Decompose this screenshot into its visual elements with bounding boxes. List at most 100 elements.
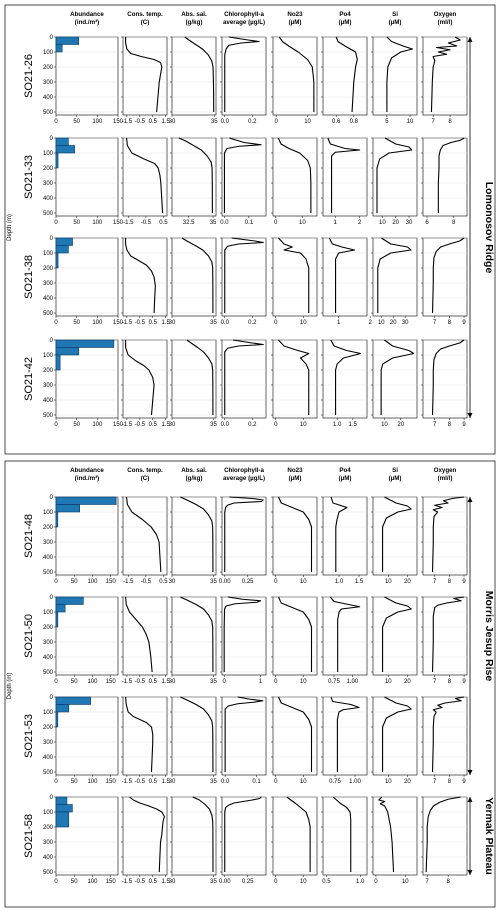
- x-tick-label: 35: [211, 119, 218, 125]
- profile-line-chl: [224, 339, 264, 415]
- subplot-frame: [422, 696, 468, 776]
- subplot-si: 10 20: [371, 496, 418, 585]
- subplot-frame: [55, 696, 119, 776]
- profile-line-no23: [286, 796, 311, 872]
- subplot-frame: [372, 339, 418, 419]
- x-tick-label: 2: [368, 320, 372, 326]
- column-title-sal: Abs. sal.: [181, 467, 207, 474]
- region-arrow-head-bottom: [467, 870, 473, 875]
- column-unit-temp: (C): [141, 475, 150, 482]
- subplot-po4: 0.5 1.0: [321, 796, 368, 885]
- x-tick-label: 1.00: [346, 679, 358, 685]
- station-label: SO21-26: [23, 54, 35, 98]
- x-tick-label: 100: [92, 320, 103, 326]
- x-tick-label: -0.5: [141, 220, 152, 226]
- x-tick-label: 30: [169, 320, 176, 326]
- profile-line-po4: [328, 237, 355, 313]
- x-tick-label: 10: [300, 422, 307, 428]
- subplot-temp: -1.5 -0.5 0.5 1.5: [121, 36, 171, 125]
- subplot-frame: [372, 796, 418, 876]
- profile-line-temp: [125, 238, 156, 314]
- y-tick-label: 500: [43, 110, 54, 116]
- x-tick-label: 35: [210, 220, 217, 226]
- profile-line-sal: [186, 339, 214, 416]
- profile-line-no23: [278, 696, 313, 772]
- subplot-frame: [221, 36, 267, 116]
- station-label: SO21-33: [23, 155, 35, 199]
- subplot-si: 10 20: [371, 596, 418, 685]
- x-tick-label: 8: [448, 320, 452, 326]
- profile-line-oxy: [431, 339, 465, 416]
- y-tick-label: 0: [50, 136, 54, 142]
- x-tick-label: 7: [433, 422, 437, 428]
- station-label: SO21-48: [23, 514, 35, 558]
- x-tick-label: -1.5: [122, 422, 133, 428]
- y-tick-label: 200: [43, 65, 54, 71]
- column-title-no23: No23: [287, 11, 303, 18]
- subplot-temp: -1.5 -0.5 0.5: [121, 496, 168, 585]
- subplot-frame: [422, 339, 468, 419]
- x-tick-label: 150: [106, 879, 117, 885]
- subplot-chl: 0.0 0.2: [220, 237, 267, 326]
- subplot-frame: [422, 596, 468, 676]
- x-tick-label: 8: [446, 879, 450, 885]
- y-tick-label: 0: [50, 35, 54, 41]
- subplot-frame: [55, 596, 119, 676]
- subplot-si: 10 20 30: [371, 237, 418, 326]
- subplot-frame: [272, 36, 318, 116]
- x-tick-label: 9: [462, 779, 466, 785]
- x-tick-label: 50: [71, 779, 78, 785]
- x-tick-label: 30: [406, 220, 413, 226]
- x-tick-label: 0: [374, 879, 378, 885]
- subplot-frame: [372, 596, 418, 676]
- x-tick-label: 150: [106, 779, 117, 785]
- x-tick-label: 150: [113, 320, 124, 326]
- subplot-si: 10 20: [371, 339, 418, 428]
- x-tick-label: 10: [381, 422, 388, 428]
- subplot-frame: [272, 237, 318, 317]
- subplot-frame: [322, 36, 368, 116]
- column-title-po4: Po4: [339, 11, 351, 18]
- x-tick-label: 8: [448, 679, 452, 685]
- x-tick-label: 0.0: [220, 220, 229, 226]
- subplot-frame: [372, 237, 418, 317]
- x-tick-label: 0.5: [149, 779, 158, 785]
- x-tick-label: 100: [87, 879, 98, 885]
- x-tick-label: 9: [462, 422, 466, 428]
- x-tick-label: 100: [92, 422, 103, 428]
- subplot-no23: 0 10: [271, 339, 318, 428]
- abundance-bar: [55, 339, 115, 348]
- subplot-no23: 0 10: [271, 237, 318, 326]
- column-title-chl: Chlorophyll-a: [224, 11, 264, 18]
- x-tick-label: 20: [390, 320, 397, 326]
- x-tick-label: 150: [113, 119, 124, 125]
- column-title-si: Si: [392, 467, 398, 474]
- column-unit-oxy: (ml/l): [438, 19, 453, 26]
- x-tick-label: 0.6: [332, 119, 341, 125]
- profile-line-po4: [335, 36, 358, 113]
- profile-line-oxy: [431, 696, 465, 773]
- y-tick-label: 300: [43, 383, 54, 389]
- subplot-sal: 30 35: [169, 696, 218, 785]
- x-tick-label: 10: [407, 119, 414, 125]
- x-tick-label: 0.5: [149, 119, 158, 125]
- x-tick-label: 1.5: [162, 879, 171, 885]
- column-unit-sal: (g/kg): [186, 19, 203, 26]
- profile-line-temp: [125, 340, 155, 416]
- profile-line-oxy: [437, 137, 465, 213]
- y-tick-label: 400: [43, 398, 54, 404]
- subplot-sal: 30 35: [169, 36, 218, 125]
- profile-line-no23: [278, 36, 315, 112]
- subplot-frame: [221, 237, 267, 317]
- subplot-frame: [122, 796, 168, 876]
- x-tick-label: 0: [274, 220, 278, 226]
- subplot-frame: [221, 596, 267, 676]
- x-tick-label: 35: [210, 579, 217, 585]
- abundance-bar: [55, 804, 73, 813]
- abundance-bar: [55, 496, 117, 505]
